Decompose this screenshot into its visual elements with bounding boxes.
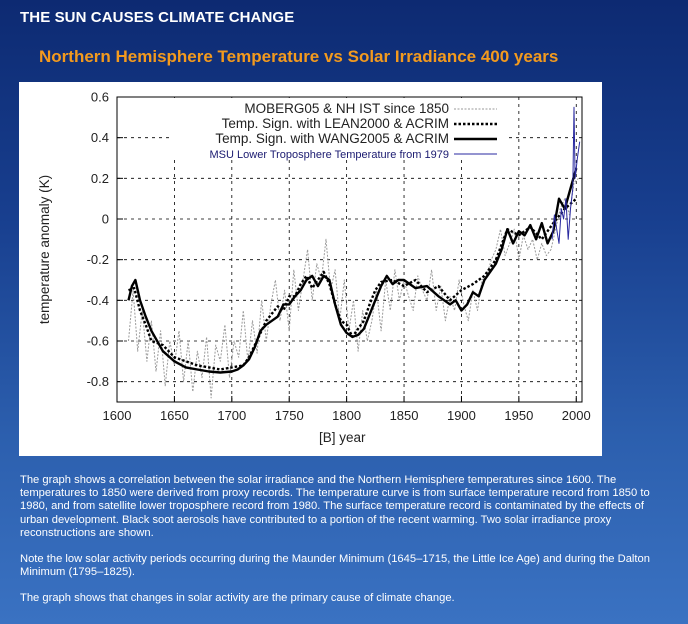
caption-paragraph-1: The graph shows a correlation between th… <box>20 474 650 539</box>
chart-panel: 1600 1650 1700 1750 1800 1850 1900 1950 2000 0.6 0… <box>19 82 602 456</box>
x-tick-label: 1850 <box>390 408 419 423</box>
y-tick-label: 0 <box>102 212 109 227</box>
caption-paragraph-3: The graph shows that changes in solar ac… <box>20 592 455 605</box>
legend-background <box>169 98 507 160</box>
x-tick-label: 1800 <box>332 408 361 423</box>
x-tick-label: 1750 <box>275 408 304 423</box>
x-tick-label: 1700 <box>217 408 246 423</box>
y-tick-label: 0.4 <box>91 130 109 145</box>
plot-frame <box>116 96 583 403</box>
chart-svg: 1600 1650 1700 1750 1800 1850 1900 1950 2000 0.6 0… <box>37 90 591 446</box>
series-msu-line <box>551 106 581 244</box>
series-moberg-line <box>128 177 579 399</box>
caption: The graph shows a correlation between th… <box>20 474 670 619</box>
series-wang-line <box>127 167 578 374</box>
legend-label-moberg: MOBERG05 & NH IST since 1850 <box>244 101 449 116</box>
y-tick-label: -0.4 <box>87 293 109 308</box>
x-axis-label: [B] year <box>319 430 366 445</box>
x-tick-label: 1950 <box>504 408 533 423</box>
legend-label-lean: Temp. Sign. with LEAN2000 & ACRIM <box>222 116 449 131</box>
x-tick-label: 1650 <box>160 408 189 423</box>
legend: MOBERG05 & NH IST since 1850 Temp. Sign.… <box>169 98 507 161</box>
x-tick-label: 2000 <box>562 408 591 423</box>
series-lean-line <box>128 197 578 371</box>
y-tick-label: -0.2 <box>87 252 109 267</box>
series-layer <box>127 106 581 399</box>
y-tick-label: 0.2 <box>91 171 109 186</box>
x-tick-label: 1600 <box>103 408 132 423</box>
tick-layer: 1600 1650 1700 1750 1800 1850 1900 1950 2000 0.6 0… <box>87 90 591 424</box>
legend-label-msu: MSU Lower Troposphere Temperature from 1… <box>210 149 449 161</box>
caption-paragraph-2: Note the low solar activity periods occu… <box>20 553 650 579</box>
page-heading: THE SUN CAUSES CLIMATE CHANGE <box>20 9 295 26</box>
y-tick-label: -0.6 <box>87 334 109 349</box>
x-tick-label: 1900 <box>447 408 476 423</box>
y-tick-label: -0.8 <box>87 374 109 389</box>
chart-title: Northern Hemisphere Temperature vs Solar… <box>39 47 559 66</box>
legend-label-wang: Temp. Sign. with WANG2005 & ACRIM <box>215 131 449 146</box>
y-tick-label: 0.6 <box>91 90 109 105</box>
y-axis-label: temperature anomaly (K) <box>37 175 52 324</box>
